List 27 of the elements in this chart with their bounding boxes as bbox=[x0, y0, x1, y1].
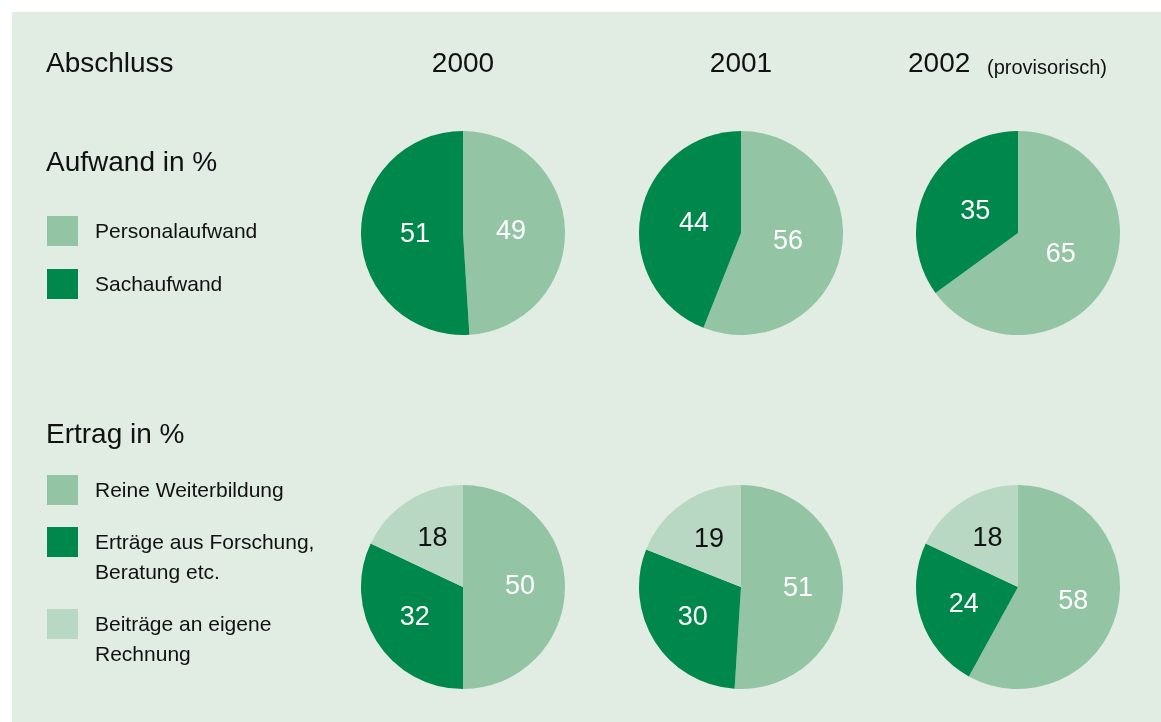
data-label: 50 bbox=[505, 570, 536, 601]
legend-label: Erträge aus Forschung, Beratung etc. bbox=[95, 529, 316, 585]
data-label: 56 bbox=[773, 225, 804, 256]
chart-title: Ertrag in % bbox=[46, 418, 185, 450]
legend-label: Sachaufwand bbox=[95, 271, 224, 297]
data-label: 58 bbox=[1058, 584, 1089, 615]
text: Abschluss bbox=[46, 46, 174, 80]
data-label: 65 bbox=[1045, 238, 1076, 269]
data-label: 51 bbox=[400, 217, 431, 248]
data-label: 18 bbox=[972, 522, 1003, 553]
text: 2000 bbox=[430, 46, 496, 80]
data-label: 24 bbox=[948, 588, 979, 619]
legend-label: Reine Weiterbildung bbox=[95, 477, 285, 503]
data-label: 51 bbox=[783, 572, 814, 603]
data-label: 18 bbox=[417, 522, 448, 553]
text: (provisorisch) bbox=[987, 55, 1108, 80]
data-label: 19 bbox=[693, 523, 724, 554]
text: 2001 bbox=[708, 46, 774, 80]
data-label: 49 bbox=[495, 214, 526, 245]
data-label: 35 bbox=[960, 194, 991, 225]
legend-label: Beiträge an eigene Rechnung bbox=[95, 611, 273, 667]
legend-label: Personalaufwand bbox=[95, 218, 259, 244]
text: 2002 bbox=[908, 46, 971, 80]
data-label: 44 bbox=[678, 207, 709, 238]
data-label: 32 bbox=[399, 601, 430, 632]
data-label: 30 bbox=[677, 601, 708, 632]
text: Aufwand in % bbox=[46, 146, 218, 178]
